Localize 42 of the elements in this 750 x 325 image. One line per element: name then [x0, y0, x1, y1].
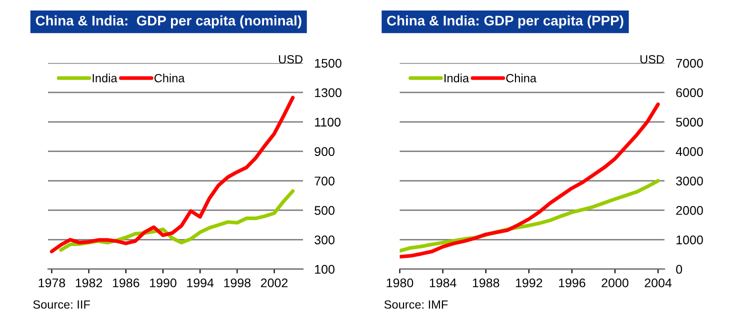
- y-tick-label: 100: [315, 264, 334, 274]
- x-tick-label: 1986: [112, 278, 140, 288]
- x-tick-label: 1992: [516, 278, 542, 288]
- x-tick-label: 1990: [150, 278, 176, 288]
- x-tick-label: 1984: [430, 278, 456, 288]
- y-tick-label: 700: [314, 176, 334, 186]
- y-tick-label: 500: [314, 206, 334, 215]
- legend-label: China: [506, 74, 536, 82]
- y-tick-label: 1500: [315, 58, 342, 68]
- y-tick-label: 300: [314, 235, 334, 244]
- x-tick-label: 1996: [558, 278, 586, 288]
- line-series: [50, 96, 295, 254]
- y-tick-label: 6000: [676, 88, 703, 98]
- y-tick-label: 5000: [676, 118, 703, 127]
- y-tick-label: 3000: [676, 176, 703, 186]
- y-tick-label: 4000: [676, 147, 703, 156]
- source-note: Source: IMF: [384, 300, 448, 309]
- x-tick-label: 1994: [187, 278, 214, 288]
- chart-title: China & India: GDP per capita (PPP): [387, 15, 624, 28]
- x-tick-label: 1998: [224, 278, 251, 288]
- y-axis-title: USD: [640, 55, 664, 64]
- legend-label: China: [154, 74, 185, 82]
- y-tick-label: 1300: [315, 88, 342, 98]
- x-tick-label: 2002: [260, 278, 288, 288]
- chart-title: China & India: GDP per capita (nominal): [36, 15, 302, 28]
- x-tick-label: 1978: [38, 278, 66, 288]
- x-tick-label: 1980: [386, 278, 414, 288]
- x-tick-label: 2004: [644, 278, 672, 288]
- y-tick-label: 1000: [676, 235, 703, 244]
- y-tick-label: 0: [676, 264, 682, 274]
- y-tick-label: 2000: [676, 206, 703, 215]
- source-note: Source: IIF: [33, 300, 90, 309]
- line-series: [400, 102, 660, 259]
- y-axis-title: USD: [278, 55, 302, 64]
- x-tick-label: 1988: [472, 278, 500, 288]
- legend-label: India: [92, 74, 118, 82]
- x-tick-label: 1982: [76, 278, 102, 288]
- y-tick-label: 7000: [676, 58, 703, 68]
- y-tick-label: 1100: [315, 118, 341, 127]
- legend-label: India: [444, 74, 470, 82]
- x-tick-label: 2000: [602, 278, 628, 288]
- y-tick-label: 900: [314, 147, 334, 156]
